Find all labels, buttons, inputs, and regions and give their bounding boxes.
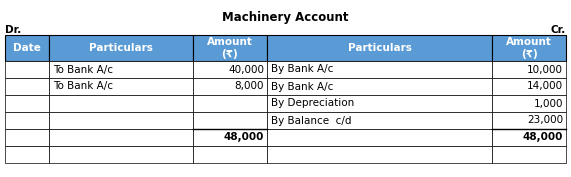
Text: Machinery Account: Machinery Account	[222, 11, 349, 24]
Bar	[492, 35, 566, 61]
Bar	[267, 95, 492, 112]
Bar	[193, 95, 267, 112]
Bar	[492, 112, 566, 129]
Text: By Bank A/c: By Bank A/c	[271, 64, 333, 75]
Bar	[49, 78, 193, 95]
Bar	[193, 78, 267, 95]
Bar	[5, 61, 49, 78]
Text: Dr.: Dr.	[5, 25, 21, 35]
Bar	[193, 61, 267, 78]
Bar	[49, 35, 193, 61]
Bar	[193, 35, 267, 61]
Bar	[267, 129, 492, 146]
Text: Particulars: Particulars	[89, 43, 153, 53]
Text: Cr.: Cr.	[551, 25, 566, 35]
Text: 14,000: 14,000	[527, 81, 563, 92]
Bar	[267, 78, 492, 95]
Bar	[193, 146, 267, 163]
Bar	[49, 112, 193, 129]
Text: 48,000: 48,000	[522, 133, 563, 142]
Bar	[49, 146, 193, 163]
Text: 10,000: 10,000	[527, 64, 563, 75]
Bar	[5, 35, 49, 61]
Bar	[267, 112, 492, 129]
Bar	[492, 146, 566, 163]
Text: Particulars: Particulars	[348, 43, 412, 53]
Bar	[49, 129, 193, 146]
Text: Amount
(₹): Amount (₹)	[207, 37, 253, 59]
Bar	[267, 35, 492, 61]
Text: 1,000: 1,000	[533, 98, 563, 109]
Bar	[492, 95, 566, 112]
Text: Amount
(₹): Amount (₹)	[506, 37, 552, 59]
Bar	[267, 61, 492, 78]
Text: By Depreciation: By Depreciation	[271, 98, 354, 109]
Bar	[5, 146, 49, 163]
Bar	[49, 95, 193, 112]
Bar	[193, 112, 267, 129]
Bar	[492, 129, 566, 146]
Text: 8,000: 8,000	[235, 81, 264, 92]
Bar	[492, 61, 566, 78]
Text: By Bank A/c: By Bank A/c	[271, 81, 333, 92]
Bar	[5, 78, 49, 95]
Text: To Bank A/c: To Bank A/c	[53, 81, 113, 92]
Bar	[193, 129, 267, 146]
Text: Date: Date	[13, 43, 41, 53]
Bar	[49, 61, 193, 78]
Text: To Bank A/c: To Bank A/c	[53, 64, 113, 75]
Text: 48,000: 48,000	[224, 133, 264, 142]
Bar	[5, 129, 49, 146]
Bar	[5, 95, 49, 112]
Text: 23,000: 23,000	[527, 116, 563, 125]
Text: By Balance  c/d: By Balance c/d	[271, 116, 352, 125]
Text: 40,000: 40,000	[228, 64, 264, 75]
Bar	[5, 112, 49, 129]
Bar	[267, 146, 492, 163]
Bar	[492, 78, 566, 95]
